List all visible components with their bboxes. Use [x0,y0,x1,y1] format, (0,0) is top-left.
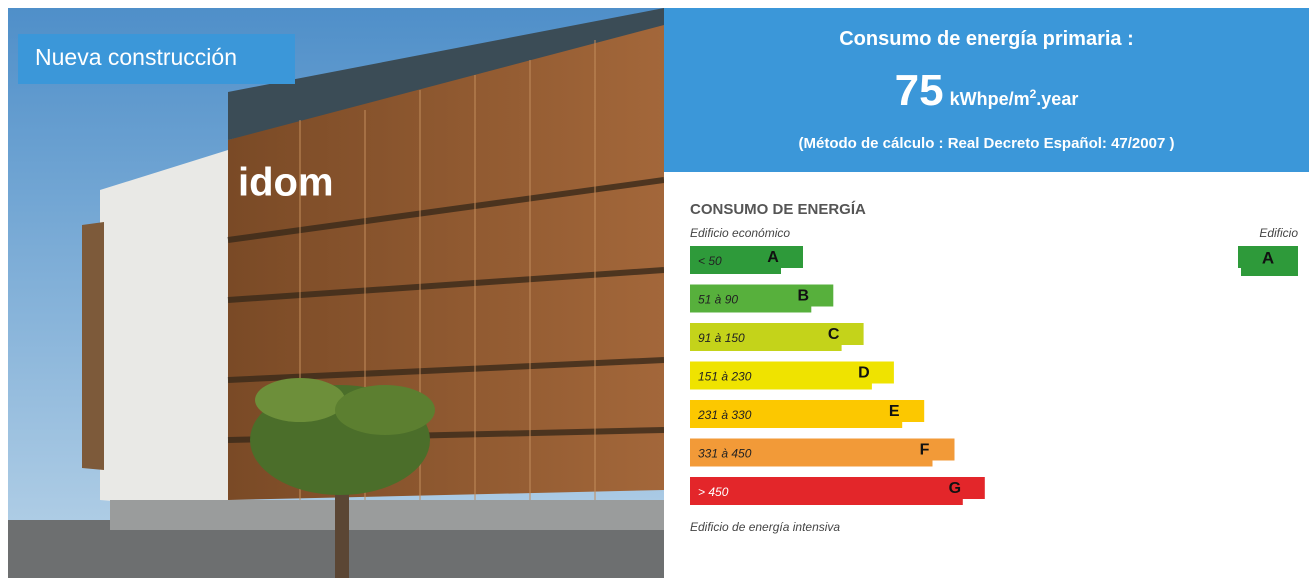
header-title: Consumo de energía primaria : [664,28,1309,51]
class-letter: B [798,288,810,305]
unit-main: kWhpe/m [950,89,1030,109]
header: Consumo de energía primaria : 75 kWhpe/m2… [664,8,1309,172]
class-range: 91 à 150 [698,331,745,345]
class-range: 331 à 450 [698,447,752,461]
sign: idom [238,161,334,205]
energy-scale: CONSUMO DE ENERGÍA Edificio económico Ed… [664,172,1309,578]
building-photo: idom [0,0,664,578]
bottom-label: Edificio de energía intensiva [690,520,840,534]
class-letter: D [858,365,870,382]
header-value-row: 75 kWhpe/m2.year [664,66,1309,116]
rating-label: Edificio [1259,226,1298,240]
consumption-value: 75 [895,66,944,115]
class-letter: G [949,480,961,497]
class-range: 151 à 230 [698,370,752,384]
method: (Método de cálculo : Real Decreto Españo… [664,135,1309,152]
class-range: 51 à 90 [698,293,738,307]
rating-letter: A [1262,248,1274,267]
class-letter: F [920,442,930,459]
class-letter: A [767,249,779,266]
class-bar [690,477,985,505]
unit: kWhpe/m2.year [950,89,1079,109]
class-range: 231 à 330 [697,408,752,422]
class-range: > 450 [698,485,729,499]
unit-end: .year [1036,89,1078,109]
class-range: < 50 [698,254,722,268]
scale-title: CONSUMO DE ENERGÍA [690,201,866,218]
top-label: Edificio económico [690,226,790,240]
page: idom Nueva construcción Consumo de energ… [0,0,1309,578]
class-letter: E [889,403,900,420]
class-letter: C [828,326,840,343]
photo-caption: Nueva construcción [18,34,295,84]
